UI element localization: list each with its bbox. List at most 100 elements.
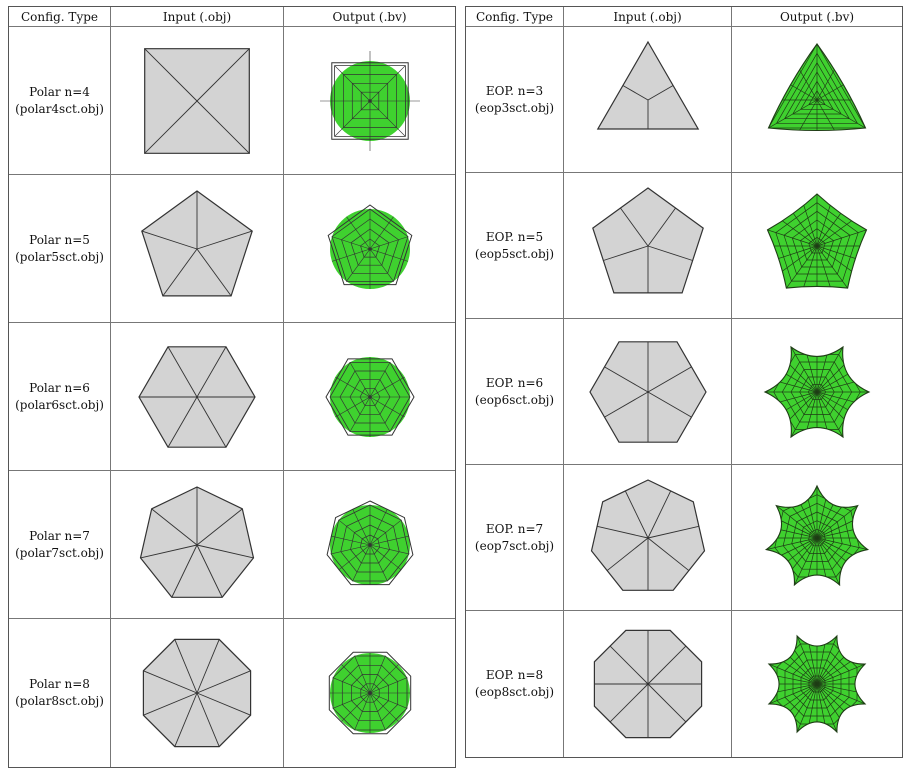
input-mesh-cell <box>111 27 284 175</box>
iso-spoke <box>766 487 818 538</box>
center-point <box>367 246 372 251</box>
iso-spoke <box>786 636 818 685</box>
output-surface-eop-3 <box>767 42 867 131</box>
spoke-line <box>196 47 250 101</box>
iso-grid <box>766 485 868 585</box>
spoke-line <box>609 645 648 685</box>
iso-spoke <box>331 235 370 249</box>
iso-spoke <box>816 99 866 130</box>
output-outline <box>767 42 867 131</box>
iso-spoke <box>776 391 818 437</box>
config-cell: Polar n=6 (polar6sct.obj) <box>9 323 111 471</box>
iso-spoke <box>781 537 818 585</box>
config-type-label: Polar n=5 <box>29 232 90 247</box>
iso-spoke <box>369 535 409 545</box>
output-surface-cell <box>284 175 455 323</box>
iso-spoke <box>330 535 370 545</box>
spoke-line <box>171 544 198 597</box>
output-surface-polar-4 <box>319 50 420 151</box>
output-surface-eop-5 <box>766 192 868 289</box>
center-point <box>367 98 372 103</box>
header-input: Input (.obj) <box>564 7 732 27</box>
config-type-label: EOP. n=5 <box>485 229 544 244</box>
spoke-line <box>196 230 253 249</box>
iso-grid <box>767 193 867 288</box>
control-polygon <box>324 357 415 436</box>
output-surface-cell <box>732 611 902 757</box>
spoke-line <box>167 396 198 447</box>
output-surface-eop-6 <box>763 345 871 438</box>
input-mesh-eop-8 <box>593 629 702 739</box>
spoke-line <box>603 365 648 392</box>
config-cell: EOP. n=8 (eop8sct.obj) <box>466 611 564 757</box>
input-mesh-eop-6 <box>588 340 707 443</box>
iso-spoke <box>330 544 370 554</box>
config-type-label: EOP. n=8 <box>485 668 544 682</box>
config-file-label: (eop6sct.obj) <box>474 392 555 407</box>
spoke-line <box>622 84 648 100</box>
output-surface-polar-7 <box>326 499 413 585</box>
iso-spoke <box>353 655 370 694</box>
iso-spoke <box>816 245 865 288</box>
iso-spoke <box>816 245 843 288</box>
iso-spoke <box>816 346 858 392</box>
config-file-label: (eop3sct.obj) <box>474 100 555 115</box>
config-file-label: (polar7sct.obj) <box>15 545 104 560</box>
iso-spoke <box>369 692 398 722</box>
config-cell: EOP. n=3 (eop3sct.obj) <box>466 27 564 173</box>
iso-spoke <box>338 519 370 545</box>
input-mesh-cell <box>111 619 284 767</box>
spoke-line <box>196 544 254 558</box>
iso-spoke <box>369 376 405 397</box>
header-config-type: Config. Type <box>9 7 111 27</box>
output-surface-cell <box>284 323 455 471</box>
iso-grid <box>768 43 866 130</box>
spoke-line <box>196 100 250 154</box>
spoke-line <box>647 207 676 246</box>
iso-spoke <box>767 220 818 246</box>
input-polygon <box>590 478 705 591</box>
iso-spoke <box>332 692 370 709</box>
spoke-line <box>151 507 198 545</box>
spoke-line <box>602 245 648 261</box>
config-file-label: (polar6sct.obj) <box>15 397 104 412</box>
iso-spoke <box>331 248 370 262</box>
input-mesh-cell <box>111 323 284 471</box>
config-type-label: EOP. n=3 <box>485 83 544 98</box>
iso-spoke <box>369 396 390 432</box>
control-polygon <box>333 64 406 137</box>
iso-spoke <box>816 683 848 732</box>
iso-spoke <box>769 683 818 715</box>
config-type-label: Polar n=6 <box>29 380 90 395</box>
iso-spoke <box>816 220 867 246</box>
control-polygon <box>330 61 409 140</box>
control-polygon <box>328 651 411 735</box>
iso-spoke <box>334 396 370 417</box>
spoke-line <box>647 683 686 723</box>
iso-spoke <box>369 100 406 137</box>
iso-spoke <box>369 692 407 709</box>
output-outline <box>764 484 870 586</box>
spoke-line <box>141 230 198 249</box>
config-cell: Polar n=8 (polar8sct.obj) <box>9 619 111 767</box>
spoke-line <box>647 245 693 261</box>
iso-spoke <box>349 361 370 397</box>
iso-spoke <box>816 99 858 130</box>
config-cell: EOP. n=6 (eop6sct.obj) <box>466 319 564 465</box>
iso-spoke <box>369 677 407 694</box>
output-surface-cell <box>284 471 455 619</box>
spoke-line <box>174 639 198 694</box>
config-file-label: (polar8sct.obj) <box>15 694 104 708</box>
spoke-line <box>609 683 648 723</box>
center-point <box>367 691 372 695</box>
iso-spoke <box>816 198 867 246</box>
config-file-label: (polar5sct.obj) <box>15 249 104 264</box>
input-mesh-cell <box>564 319 732 465</box>
iso-spoke <box>369 655 386 694</box>
spoke-line <box>647 84 673 100</box>
config-type-label: Polar n=8 <box>29 677 90 691</box>
iso-spoke <box>766 537 818 556</box>
iso-spoke <box>369 396 405 417</box>
iso-spoke <box>369 215 394 249</box>
spoke-line <box>647 365 692 392</box>
